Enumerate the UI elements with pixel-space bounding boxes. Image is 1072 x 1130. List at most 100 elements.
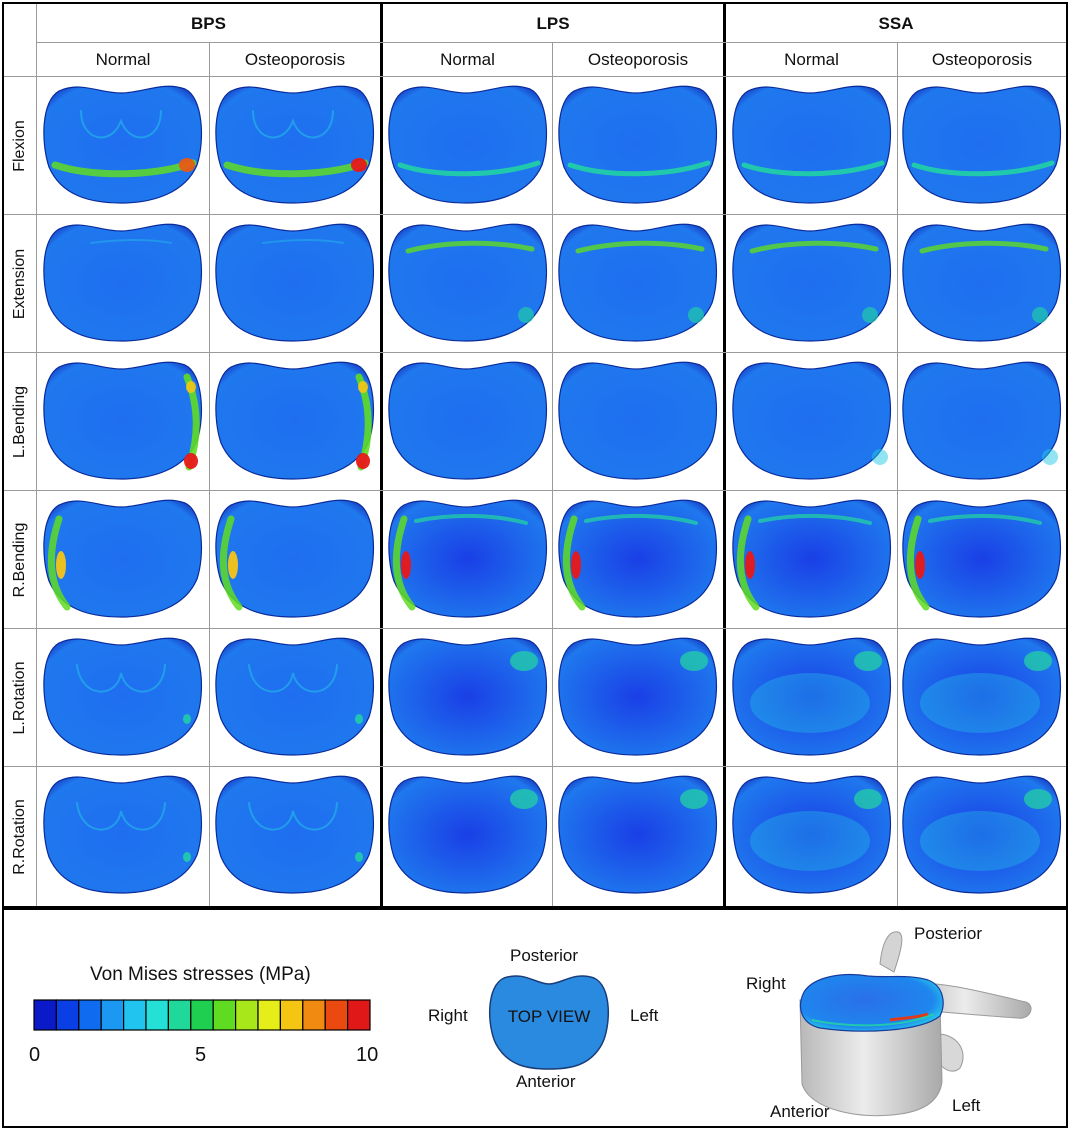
endplate-stress-map bbox=[43, 499, 203, 618]
stress-map-cell bbox=[900, 219, 1064, 349]
endplate-stress-map bbox=[731, 85, 891, 204]
stress-contour bbox=[252, 110, 334, 139]
stress-map-cell bbox=[556, 357, 720, 487]
stress-contour bbox=[223, 159, 369, 178]
stress-hotspot bbox=[915, 551, 925, 579]
endplate-outline bbox=[387, 85, 547, 204]
stress-contour bbox=[76, 664, 166, 693]
endplate-stress-map bbox=[558, 499, 718, 618]
endplate-stress-map bbox=[731, 775, 891, 894]
endplate-outline bbox=[387, 361, 547, 480]
endplate-outline bbox=[902, 637, 1062, 756]
row-label: L.Bending bbox=[11, 385, 28, 458]
colorbar-swatch bbox=[235, 999, 259, 1031]
top-view-right-label: Right bbox=[428, 1006, 468, 1025]
grid-line bbox=[4, 214, 1066, 215]
endplate-outline bbox=[558, 637, 718, 756]
endplate-stress-map bbox=[387, 499, 547, 618]
endplate-outline bbox=[731, 775, 891, 894]
endplate-outline bbox=[215, 637, 375, 756]
stress-map-cell bbox=[213, 771, 377, 901]
top-view-posterior-label: Posterior bbox=[510, 946, 579, 965]
endplate-stress-map bbox=[43, 637, 203, 756]
stress-map-cell bbox=[556, 633, 720, 763]
endplate-stress-map bbox=[215, 499, 375, 618]
stress-hotspot bbox=[680, 651, 708, 671]
endplate-hotspot bbox=[889, 1012, 929, 1022]
stress-map-cell bbox=[41, 633, 205, 763]
vertebra-model bbox=[799, 931, 1032, 1117]
endplate-ring bbox=[811, 1013, 935, 1027]
endplate-outline bbox=[387, 637, 547, 756]
endplate-outline bbox=[215, 223, 375, 342]
stress-hotspot bbox=[749, 811, 870, 871]
grid-line bbox=[36, 4, 37, 906]
model-right-label: Right bbox=[746, 974, 786, 993]
stress-contour bbox=[567, 160, 711, 177]
colorbar-swatch bbox=[122, 999, 147, 1031]
row-label: Flexion bbox=[11, 119, 28, 172]
stress-contour bbox=[47, 515, 71, 611]
colorbar-max-label: 10 bbox=[356, 1044, 379, 1066]
row-label: Extension bbox=[11, 248, 28, 319]
endplate-outline bbox=[731, 361, 891, 480]
stress-hotspot bbox=[1024, 789, 1052, 809]
stress-hotspot bbox=[184, 453, 198, 469]
stress-map-cell bbox=[386, 771, 550, 901]
endplate-stress-map bbox=[731, 361, 891, 480]
top-view-shape bbox=[488, 975, 610, 1070]
stress-map-cell bbox=[213, 495, 377, 625]
endplate-outline bbox=[902, 85, 1062, 204]
group-header-bps: BPS bbox=[191, 14, 226, 33]
stress-hotspot bbox=[861, 307, 878, 323]
stress-contour bbox=[562, 515, 586, 611]
stress-map-cell bbox=[386, 357, 550, 487]
stress-map-cell bbox=[900, 771, 1064, 901]
endplate-outline bbox=[43, 361, 203, 480]
stress-contour bbox=[248, 802, 338, 831]
colorbar-swatch bbox=[167, 999, 192, 1031]
stress-hotspot bbox=[228, 551, 238, 579]
stress-hotspot bbox=[351, 158, 367, 172]
endplate-stress-map bbox=[902, 223, 1062, 342]
stress-contour bbox=[749, 240, 878, 254]
stress-map-cell bbox=[730, 357, 894, 487]
endplate-outline bbox=[387, 775, 547, 894]
stress-map-cell bbox=[556, 495, 720, 625]
stress-contour bbox=[248, 664, 338, 693]
column-header: Osteoporosis bbox=[587, 50, 689, 69]
endplate-stress-map bbox=[43, 775, 203, 894]
grid-line bbox=[209, 42, 210, 906]
endplate-outline bbox=[558, 499, 718, 618]
stress-map-cell bbox=[900, 357, 1064, 487]
stress-map-cell bbox=[730, 633, 894, 763]
stress-map-cell bbox=[213, 357, 377, 487]
endplate-stress-map bbox=[387, 361, 547, 480]
endplate-outline bbox=[731, 223, 891, 342]
stress-map-cell bbox=[730, 495, 894, 625]
stress-contour bbox=[413, 513, 528, 525]
stress-contour bbox=[919, 240, 1049, 254]
colorbar-swatch bbox=[324, 999, 349, 1031]
endplate-outline bbox=[558, 361, 718, 480]
endplate-stress-map bbox=[215, 223, 375, 342]
row-label: L.Rotation bbox=[11, 661, 28, 734]
endplate-stress-map bbox=[558, 85, 718, 204]
stress-hotspot bbox=[853, 651, 882, 671]
stress-hotspot bbox=[571, 551, 581, 579]
endplate-stress-map bbox=[43, 85, 203, 204]
endplate-stress-map bbox=[902, 85, 1062, 204]
stress-hotspot bbox=[509, 651, 538, 671]
endplate-outline bbox=[43, 499, 203, 618]
colorbar bbox=[33, 999, 371, 1031]
stress-contour bbox=[392, 515, 415, 611]
grid-line bbox=[4, 352, 1066, 353]
column-header: Osteoporosis bbox=[244, 50, 346, 69]
stress-contour bbox=[736, 515, 759, 611]
colorbar-swatch bbox=[190, 999, 214, 1031]
colorbar-swatch bbox=[33, 999, 57, 1031]
stress-hotspot bbox=[871, 449, 888, 465]
stress-contour bbox=[51, 159, 197, 178]
endplate-stress-map bbox=[215, 775, 375, 894]
stress-hotspot bbox=[183, 852, 191, 862]
